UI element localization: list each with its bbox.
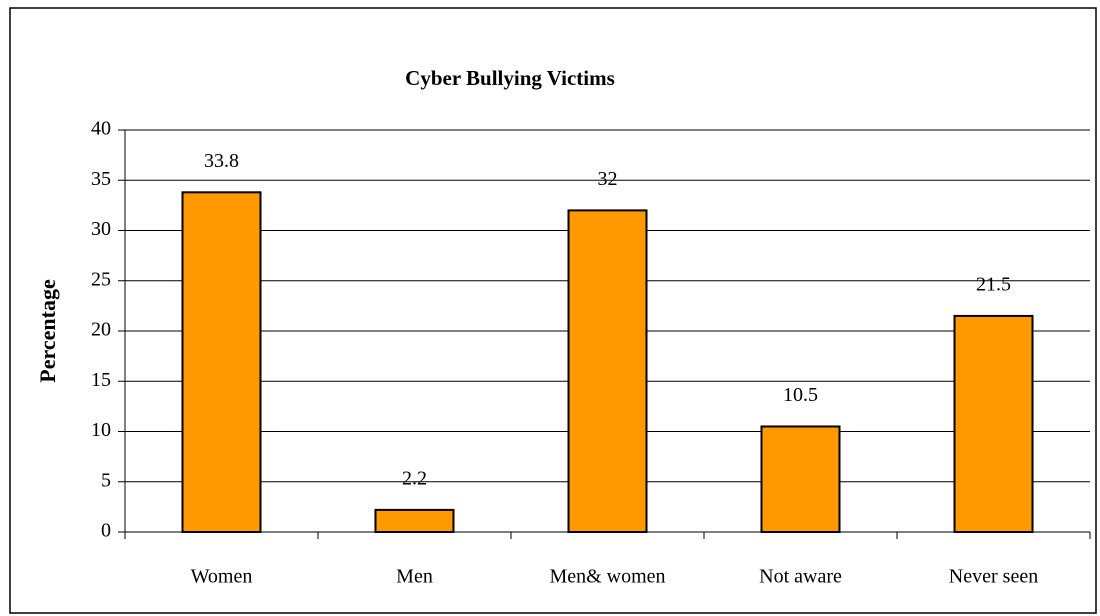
x-tick-label: Men& women xyxy=(549,566,665,588)
y-tick-label: 30 xyxy=(91,218,111,240)
x-tick-label: Men xyxy=(396,566,433,588)
y-axis-label: Percentage xyxy=(35,279,60,383)
y-tick-label: 0 xyxy=(101,520,111,542)
data-label: 33.8 xyxy=(204,150,239,172)
chart-border xyxy=(9,7,1097,614)
y-tick-label: 40 xyxy=(91,118,111,140)
x-tick-label: Never seen xyxy=(949,566,1038,588)
x-tick-label: Women xyxy=(191,566,253,588)
y-tick-label: 5 xyxy=(101,469,111,491)
data-label: 2.2 xyxy=(402,467,427,489)
y-tick-label: 10 xyxy=(91,419,111,441)
data-label: 10.5 xyxy=(783,384,818,406)
y-tick-label: 25 xyxy=(91,268,111,290)
x-tick-label: Not aware xyxy=(759,566,842,588)
y-tick-label: 15 xyxy=(91,369,111,391)
bar xyxy=(181,191,262,533)
bar xyxy=(953,314,1034,533)
chart-title: Cyber Bullying Victims xyxy=(405,66,615,90)
data-label: 32 xyxy=(598,168,618,190)
data-label: 21.5 xyxy=(976,274,1011,296)
y-tick-label: 20 xyxy=(91,319,111,341)
bar xyxy=(567,209,648,533)
y-tick-label: 35 xyxy=(91,168,111,190)
bar xyxy=(374,508,455,534)
bar xyxy=(760,425,841,534)
